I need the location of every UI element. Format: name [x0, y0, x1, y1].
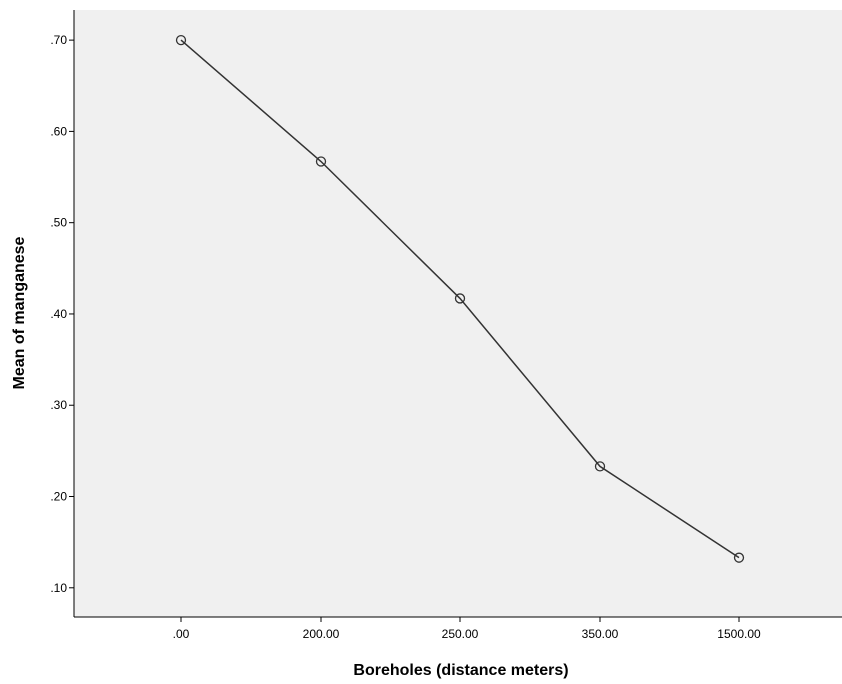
data-point-marker — [454, 293, 466, 304]
data-point-marker — [175, 34, 187, 46]
y-tick-label: .20 — [50, 490, 67, 504]
y-tick-label: .10 — [50, 581, 67, 595]
x-tick-label: 1500.00 — [717, 627, 761, 641]
x-axis-title: Boreholes (distance meters) — [353, 662, 568, 679]
y-tick-label: .60 — [50, 124, 67, 138]
y-tick-label: .70 — [50, 33, 67, 47]
y-axis-title: Mean of manganese — [11, 236, 28, 389]
data-point-marker — [315, 156, 327, 167]
x-axis: .00 200.00 250.00 350.00 1500.00 — [74, 616, 842, 641]
x-tick-label: 250.00 — [442, 627, 479, 641]
series-layer — [175, 34, 745, 563]
plot-area — [74, 10, 842, 617]
x-tick-label: 350.00 — [582, 627, 619, 641]
series-line — [180, 39, 740, 559]
y-tick-label: .30 — [50, 398, 67, 412]
y-tick-label: .40 — [50, 307, 67, 321]
y-axis: .10 .20 .30 .40 .50 .60 .70 — [50, 10, 75, 617]
data-point-marker — [594, 461, 606, 472]
data-point-marker — [733, 552, 745, 563]
x-tick-label: 200.00 — [303, 627, 340, 641]
x-tick-label: .00 — [173, 627, 190, 641]
y-tick-label: .50 — [50, 216, 67, 230]
